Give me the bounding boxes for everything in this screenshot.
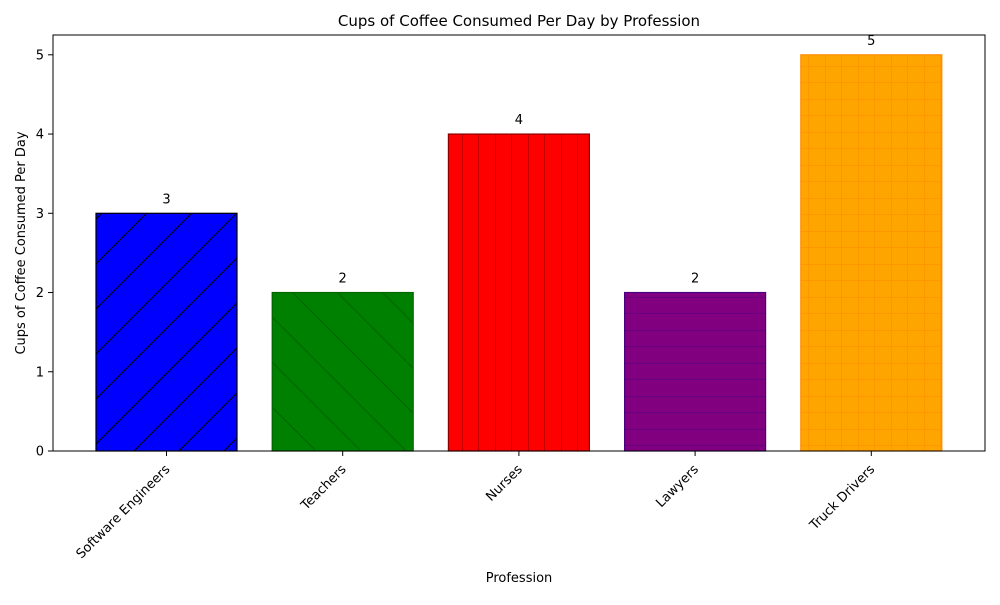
y-tick-label: 3 [36,207,44,222]
bar-nurses [447,133,590,452]
y-tick-label: 2 [36,286,44,301]
x-axis: Software Engineers Teachers Nurses Lawyers T… [74,451,879,562]
bar-lawyers [623,291,767,452]
x-tick-label: Software Engineers [74,462,174,562]
plot-frame [52,34,986,452]
y-tick-label: 5 [36,48,44,63]
chart-title: Cups of Coffee Consumed Per Day by Profe… [338,12,700,30]
bar-value-label: 5 [867,34,875,49]
x-tick-label: Lawyers [653,462,702,511]
bar-labels-group: 3 2 4 2 5 [162,34,875,287]
bar-value-label: 4 [515,113,523,128]
y-tick-label: 1 [36,365,44,380]
y-tick-label: 4 [36,128,44,143]
y-tick-label: 0 [36,445,44,460]
bar-value-label: 2 [339,272,347,287]
bar-truck-drivers [800,54,943,452]
bar-teachers [271,291,414,452]
x-tick-label: Truck Drivers [807,462,879,534]
bar-value-label: 2 [691,272,699,287]
bar-software-engineers [95,212,238,452]
x-axis-label: Profession [486,571,553,586]
x-tick-label: Nurses [483,462,525,504]
x-tick-label: Teachers [298,462,350,514]
bar-value-label: 3 [162,192,170,207]
y-axis: 0 1 2 3 4 5 [36,48,53,460]
y-axis-label: Cups of Coffee Consumed Per Day [14,131,29,354]
bars-group [95,54,943,452]
